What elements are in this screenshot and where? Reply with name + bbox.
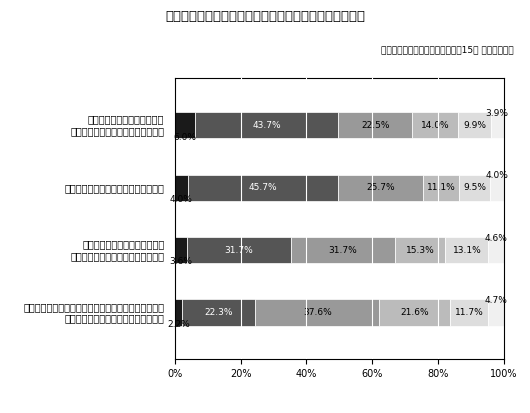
Text: 9.9%: 9.9% bbox=[463, 121, 486, 130]
Text: 3.6%: 3.6% bbox=[169, 257, 192, 266]
Text: 45.7%: 45.7% bbox=[249, 183, 277, 192]
Text: 学校で学ぶ知識等を生活の中で
実感を持って理解することが増えた: 学校で学ぶ知識等を生活の中で 実感を持って理解することが増えた bbox=[70, 239, 164, 261]
Bar bbox=[395, 237, 445, 263]
Bar bbox=[338, 175, 422, 201]
Bar bbox=[187, 237, 291, 263]
Text: 14.0%: 14.0% bbox=[421, 121, 449, 130]
Text: 11.1%: 11.1% bbox=[427, 183, 455, 192]
Text: 9.5%: 9.5% bbox=[463, 183, 486, 192]
Text: 15.3%: 15.3% bbox=[406, 246, 435, 254]
Text: 思考力や判断力、表現力を身に付けた: 思考力や判断力、表現力を身に付けた bbox=[65, 183, 164, 193]
Bar bbox=[175, 299, 182, 325]
Bar bbox=[255, 299, 379, 325]
Bar bbox=[445, 237, 488, 263]
Bar bbox=[458, 112, 491, 138]
Bar bbox=[379, 299, 450, 325]
Text: 4.0%: 4.0% bbox=[170, 195, 193, 204]
Bar bbox=[182, 299, 255, 325]
Text: 自ら学び自ら考える力などの
主体的な学習態度や意欲が高まった: 自ら学び自ら考える力などの 主体的な学習態度や意欲が高まった bbox=[70, 114, 164, 136]
Bar bbox=[490, 175, 503, 201]
Text: 22.3%: 22.3% bbox=[205, 308, 233, 317]
Bar bbox=[459, 175, 490, 201]
Bar bbox=[450, 299, 488, 325]
Text: 6.0%: 6.0% bbox=[173, 133, 196, 142]
Bar bbox=[195, 112, 338, 138]
Text: 25.7%: 25.7% bbox=[366, 183, 395, 192]
Text: 31.7%: 31.7% bbox=[329, 246, 357, 254]
Bar bbox=[412, 112, 458, 138]
Bar bbox=[291, 237, 395, 263]
Text: 37.6%: 37.6% bbox=[303, 308, 332, 317]
Bar bbox=[175, 237, 187, 263]
Text: 21.6%: 21.6% bbox=[400, 308, 429, 317]
Text: 13.1%: 13.1% bbox=[453, 246, 481, 254]
Text: 31.7%: 31.7% bbox=[224, 246, 253, 254]
Text: 3.9%: 3.9% bbox=[485, 109, 509, 118]
Text: 学校教育に関する意識調査（平成15年 文部科学省）: 学校教育に関する意識調査（平成15年 文部科学省） bbox=[382, 45, 514, 55]
Text: 22.5%: 22.5% bbox=[361, 121, 390, 130]
Text: 2.2%: 2.2% bbox=[167, 320, 190, 329]
Text: 「総合的な学習の時間」による児童生徒の変化（教員）: 「総合的な学習の時間」による児童生徒の変化（教員） bbox=[165, 10, 365, 23]
Text: 「総合的な学習の時間」で得た興味や関心などから、
教科の勉強を熱心にするようになった: 「総合的な学習の時間」で得た興味や関心などから、 教科の勉強を熱心にするようにな… bbox=[23, 302, 164, 323]
Bar bbox=[188, 175, 338, 201]
Text: 43.7%: 43.7% bbox=[252, 121, 281, 130]
Text: 11.7%: 11.7% bbox=[455, 308, 483, 317]
Text: 4.7%: 4.7% bbox=[484, 296, 508, 305]
Bar bbox=[422, 175, 459, 201]
Text: 4.0%: 4.0% bbox=[485, 171, 508, 180]
Bar bbox=[338, 112, 412, 138]
Text: 4.6%: 4.6% bbox=[484, 234, 507, 243]
Bar bbox=[488, 237, 503, 263]
Bar bbox=[488, 299, 504, 325]
Bar bbox=[491, 112, 504, 138]
Bar bbox=[175, 175, 188, 201]
Bar bbox=[175, 112, 195, 138]
